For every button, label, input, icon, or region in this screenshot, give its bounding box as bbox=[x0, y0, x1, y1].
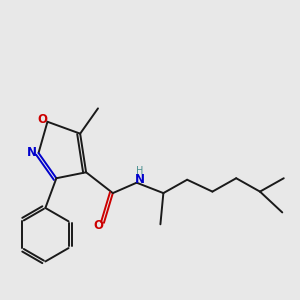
Text: O: O bbox=[94, 219, 103, 232]
Text: N: N bbox=[135, 172, 145, 186]
Text: O: O bbox=[37, 113, 47, 126]
Text: N: N bbox=[27, 146, 37, 159]
Text: H: H bbox=[136, 167, 143, 176]
